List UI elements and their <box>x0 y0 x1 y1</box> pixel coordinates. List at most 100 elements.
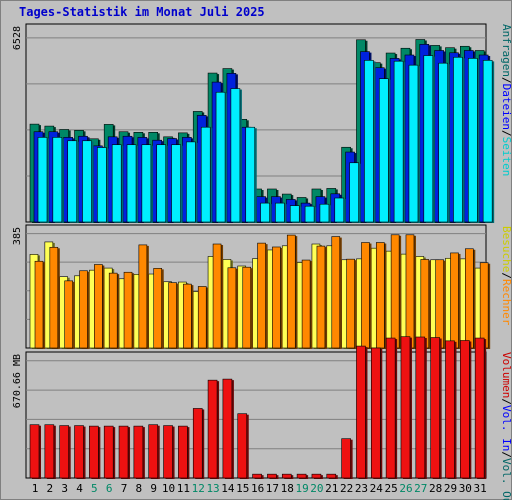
bar-body <box>296 473 307 479</box>
bar-body <box>141 144 152 223</box>
bar-body <box>34 260 44 349</box>
bar-body <box>49 246 59 349</box>
bar-body <box>400 336 411 479</box>
bar-body <box>435 259 444 349</box>
x-tick-label: 25 <box>385 482 398 495</box>
bar-rechner-day-16 <box>257 242 268 349</box>
bar-body <box>479 262 489 349</box>
bar-body <box>356 345 366 479</box>
bar-body <box>168 282 177 349</box>
bar-rechner-day-7 <box>123 271 135 349</box>
bar-rechner-day-27 <box>420 259 431 349</box>
bar-seiten-day-5 <box>97 147 109 223</box>
bar-rechner-day-9 <box>153 268 164 349</box>
bar-body <box>460 340 470 479</box>
legend-entry: Dateien <box>500 84 512 130</box>
legend-entry: Rechner <box>500 279 512 326</box>
bar-body <box>378 78 389 223</box>
x-tick-label: 8 <box>136 482 143 495</box>
bar-body <box>67 140 77 223</box>
bar-body <box>272 246 281 349</box>
bar-body <box>79 270 88 349</box>
bar-body <box>465 248 474 349</box>
x-tick-label: 17 <box>266 482 279 495</box>
legend-entry: / <box>500 130 512 137</box>
bar-body <box>97 147 107 223</box>
legend-entry: Anfragen <box>500 24 512 77</box>
bar-volumen-day-25 <box>385 337 398 479</box>
x-tick-label: 3 <box>61 482 68 495</box>
legend-entry: Besuche <box>500 226 512 272</box>
bar-body <box>163 425 173 479</box>
y-max-label: 385 <box>12 227 23 245</box>
bar-volumen-day-11 <box>178 425 190 479</box>
bar-body <box>242 266 252 349</box>
bar-body <box>341 438 351 479</box>
x-tick-label: 21 <box>325 482 338 495</box>
bar-rechner-day-25 <box>390 234 402 349</box>
bar-body <box>118 425 129 479</box>
x-tick-label: 26 <box>399 482 412 495</box>
legend-entry: / <box>500 272 512 279</box>
bar-body <box>237 413 248 479</box>
bar-volumen-day-10 <box>163 425 175 479</box>
bar-body <box>450 252 459 349</box>
bar-body <box>349 162 359 223</box>
bar-body <box>215 91 226 223</box>
x-tick-label: 12 <box>192 482 205 495</box>
bar-seiten-day-28 <box>438 62 450 223</box>
bar-body <box>267 473 277 479</box>
bar-volumen-day-26 <box>400 336 412 479</box>
bar-rechner-day-19 <box>301 259 313 349</box>
bar-body <box>29 424 40 479</box>
bar-seiten-day-19 <box>304 205 317 223</box>
bar-body <box>126 144 137 223</box>
bar-seiten-day-29 <box>453 56 465 224</box>
panel-top: 6528 <box>12 23 495 224</box>
bar-volumen-day-31 <box>474 337 487 479</box>
bar-body <box>260 202 270 223</box>
bar-body <box>390 234 400 349</box>
bar-body <box>245 126 256 223</box>
bar-rechner-day-17 <box>272 246 283 349</box>
bar-volumen-day-23 <box>356 345 368 479</box>
legend-entry: / <box>500 77 512 84</box>
bar-body <box>252 473 262 479</box>
bar-rechner-day-24 <box>375 242 387 349</box>
x-tick-label: 24 <box>370 482 384 495</box>
bar-seiten-day-30 <box>468 58 480 224</box>
bar-volumen-day-8 <box>133 425 145 479</box>
bar-seiten-day-18 <box>289 205 302 223</box>
x-tick-label: 6 <box>106 482 113 495</box>
bar-rechner-day-13 <box>212 243 224 349</box>
bar-body <box>289 205 300 223</box>
panel-bottom: 670.66 MB <box>12 336 487 479</box>
bar-rechner-day-20 <box>316 245 327 349</box>
bar-rechner-day-28 <box>435 259 446 349</box>
bar-body <box>375 242 385 349</box>
bar-body <box>200 126 211 223</box>
right-legend-top: Anfragen/Dateien/Seiten <box>500 24 512 176</box>
bar-rechner-day-10 <box>168 282 179 349</box>
x-tick-label: 20 <box>310 482 323 495</box>
bar-volumen-day-9 <box>148 424 160 479</box>
bar-seiten-day-21 <box>334 197 346 223</box>
bar-rechner-day-6 <box>108 272 120 349</box>
bar-rechner-day-2 <box>49 246 60 349</box>
bar-body <box>89 425 99 479</box>
legend-entry: Vol. In <box>500 405 512 451</box>
bar-body <box>222 378 233 479</box>
bar-rechner-day-5 <box>94 264 105 349</box>
bar-volumen-day-12 <box>192 408 205 479</box>
bar-body <box>138 244 148 349</box>
x-tick-label: 13 <box>206 482 219 495</box>
legend-entry: Volumen <box>500 352 512 398</box>
bar-body <box>430 337 440 479</box>
bar-body <box>207 379 218 479</box>
bar-seiten-day-17 <box>275 202 287 223</box>
bar-volumen-day-5 <box>89 425 101 479</box>
bar-volumen-day-22 <box>341 438 353 479</box>
bar-body <box>37 137 48 223</box>
bar-seiten-day-7 <box>126 144 139 223</box>
bar-body <box>334 197 345 223</box>
